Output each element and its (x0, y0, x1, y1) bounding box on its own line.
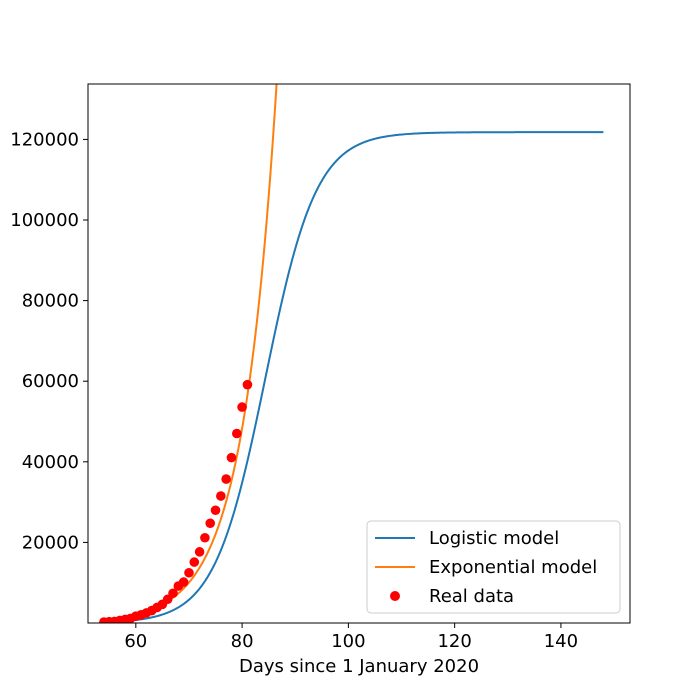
y-tick-label: 40000 (22, 452, 79, 473)
legend-label: Real data (429, 586, 514, 607)
data-point (200, 532, 210, 543)
legend-label: Exponential model (429, 557, 597, 578)
data-point (226, 452, 237, 463)
y-tick-label: 80000 (22, 291, 79, 312)
legend: Logistic model Exponential model Real data (366, 520, 621, 614)
legend-swatch (390, 591, 400, 601)
x-tick-label: 120 (437, 631, 471, 652)
data-point (189, 557, 200, 567)
y-axis: 20000 40000 60000 80000 100000 120000 (10, 129, 88, 553)
series-layer (99, 84, 604, 623)
data-point (194, 547, 205, 557)
x-tick-label: 140 (544, 631, 578, 652)
data-point (210, 505, 221, 516)
legend-box (366, 520, 621, 614)
data-point (231, 428, 242, 439)
y-tick-label: 60000 (22, 371, 79, 392)
data-point (205, 518, 216, 529)
x-tick-label: 80 (231, 631, 254, 652)
data-point (221, 474, 231, 484)
y-tick-label: 20000 (22, 532, 79, 553)
data-point (178, 577, 189, 587)
x-axis: 60 80 100 120 140 (124, 623, 578, 652)
data-point (216, 491, 226, 501)
x-tick-label: 100 (331, 631, 365, 652)
y-tick-label: 100000 (10, 210, 79, 231)
x-axis-label: Days since 1 January 2020 (239, 656, 479, 677)
data-point (242, 379, 253, 390)
data-point (184, 567, 194, 578)
x-tick-label: 60 (124, 631, 147, 652)
data-point (168, 588, 178, 599)
legend-label: Logistic model (429, 528, 559, 549)
series-line-logistic (103, 131, 604, 623)
plot-frame (87, 83, 631, 624)
data-point (237, 402, 247, 412)
y-tick-label: 120000 (10, 129, 79, 150)
